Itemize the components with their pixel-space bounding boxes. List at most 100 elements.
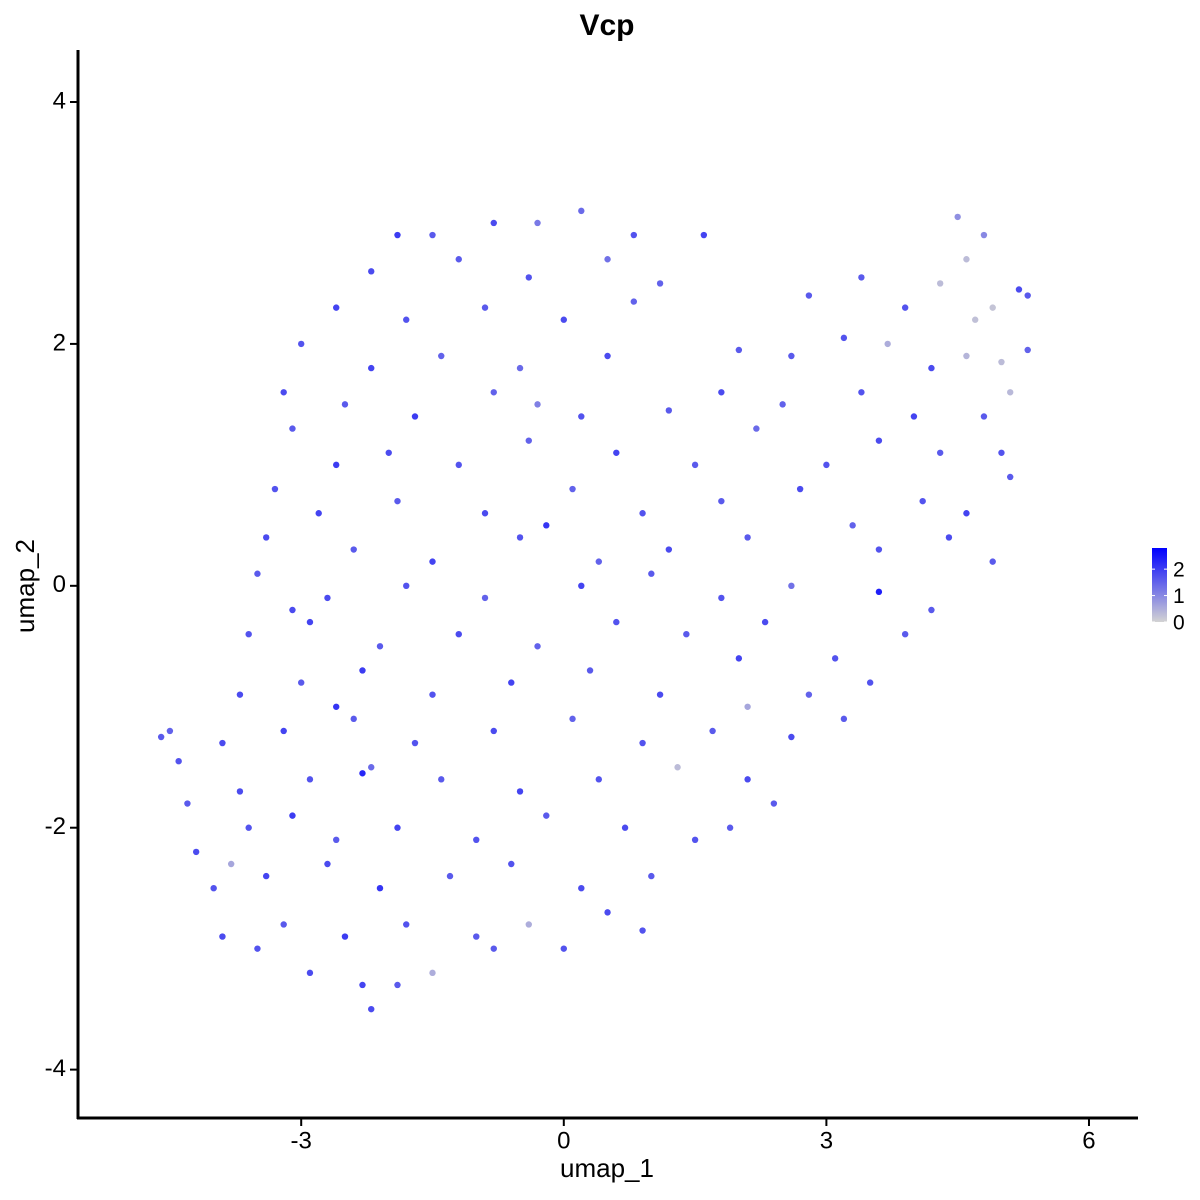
point	[446, 872, 454, 880]
y-axis-label: umap_2	[10, 539, 40, 633]
point	[543, 522, 550, 529]
legend-tick-label: 1	[1173, 585, 1185, 608]
point	[963, 352, 970, 360]
point	[481, 304, 489, 311]
point	[648, 570, 655, 577]
point	[394, 497, 401, 505]
point	[306, 969, 314, 977]
point	[455, 461, 462, 469]
point	[376, 884, 384, 892]
point	[210, 884, 217, 892]
x-tick-label: 6	[1082, 1127, 1095, 1154]
point	[254, 570, 261, 577]
chart-title: Vcp	[579, 9, 634, 42]
point	[901, 630, 909, 638]
y-tick-label: 0	[53, 571, 66, 598]
point	[823, 461, 830, 469]
x-axis-label: umap_1	[560, 1153, 654, 1183]
point	[613, 618, 620, 626]
point	[718, 594, 725, 602]
point	[341, 933, 349, 940]
point	[761, 618, 769, 626]
point	[525, 921, 532, 928]
point	[219, 739, 226, 747]
point	[963, 510, 970, 517]
y-tick-label: 2	[53, 329, 66, 356]
point	[595, 558, 603, 565]
point	[630, 231, 638, 239]
point	[630, 298, 638, 305]
point	[726, 824, 734, 831]
point	[656, 691, 664, 698]
point	[175, 757, 182, 765]
point	[805, 691, 813, 698]
point	[298, 340, 305, 348]
point	[683, 630, 690, 638]
point	[473, 933, 480, 940]
point	[543, 812, 550, 819]
point	[262, 534, 270, 541]
point	[368, 364, 375, 372]
point	[508, 860, 515, 868]
point	[595, 776, 603, 783]
point	[998, 358, 1005, 366]
point	[1015, 286, 1023, 293]
point	[394, 231, 401, 239]
point	[490, 727, 497, 735]
point	[534, 643, 541, 650]
x-tick-label: -3	[291, 1127, 312, 1154]
point	[368, 1005, 375, 1013]
point	[980, 231, 988, 239]
point	[350, 546, 357, 553]
point	[403, 921, 410, 928]
y-tick-label: -2	[45, 813, 66, 840]
point	[1024, 292, 1031, 299]
point	[490, 945, 497, 952]
point	[569, 715, 576, 723]
point	[840, 715, 848, 723]
point	[403, 582, 410, 590]
point	[411, 413, 419, 420]
point	[368, 268, 375, 275]
point	[936, 449, 944, 456]
point	[490, 219, 497, 227]
point	[788, 352, 795, 360]
point	[639, 739, 646, 747]
point	[901, 304, 909, 311]
point	[569, 485, 576, 493]
point	[157, 733, 165, 741]
point	[928, 364, 935, 372]
point	[875, 588, 883, 596]
point	[368, 764, 375, 771]
point	[875, 437, 883, 444]
point	[411, 739, 419, 747]
point	[394, 824, 401, 831]
point	[429, 558, 436, 565]
point	[989, 558, 996, 565]
point	[753, 425, 760, 432]
point	[805, 292, 813, 299]
point	[516, 364, 524, 372]
point	[858, 389, 865, 396]
point	[1007, 473, 1014, 481]
point	[298, 679, 305, 686]
point	[910, 413, 918, 420]
point	[788, 582, 795, 590]
point	[1024, 346, 1031, 354]
point	[429, 691, 436, 698]
point	[980, 413, 988, 420]
point	[639, 510, 646, 517]
point	[604, 352, 611, 360]
point	[236, 691, 244, 698]
point	[490, 389, 497, 396]
point	[333, 461, 340, 469]
point	[849, 522, 856, 529]
y-tick-label: -4	[45, 1055, 66, 1082]
point	[481, 594, 489, 602]
point	[341, 401, 349, 408]
point	[306, 618, 314, 626]
point	[534, 401, 541, 408]
point	[359, 667, 366, 674]
point	[359, 981, 366, 989]
